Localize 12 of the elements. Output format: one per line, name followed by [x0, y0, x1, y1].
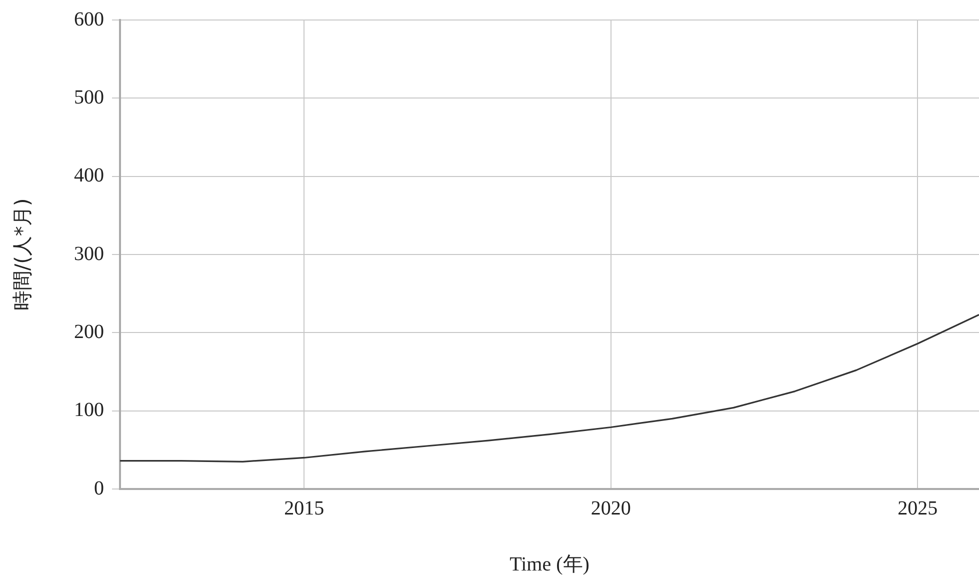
y-tick-label: 400 — [74, 164, 104, 187]
x-tick-label: 2025 — [898, 497, 938, 520]
y-tick-label: 0 — [94, 477, 104, 500]
y-tick-label: 300 — [74, 242, 104, 265]
x-axis-title: Time (年) — [510, 553, 590, 576]
y-tick-label: 600 — [74, 8, 104, 30]
x-tick-label: 2015 — [284, 497, 324, 520]
y-tick-label: 500 — [74, 86, 104, 108]
y-axis-title: 時間/(人*月) — [10, 198, 34, 311]
x-tick-label: 2020 — [590, 497, 631, 520]
y-tick-label: 100 — [74, 399, 104, 422]
y-tick-label: 200 — [74, 320, 104, 343]
